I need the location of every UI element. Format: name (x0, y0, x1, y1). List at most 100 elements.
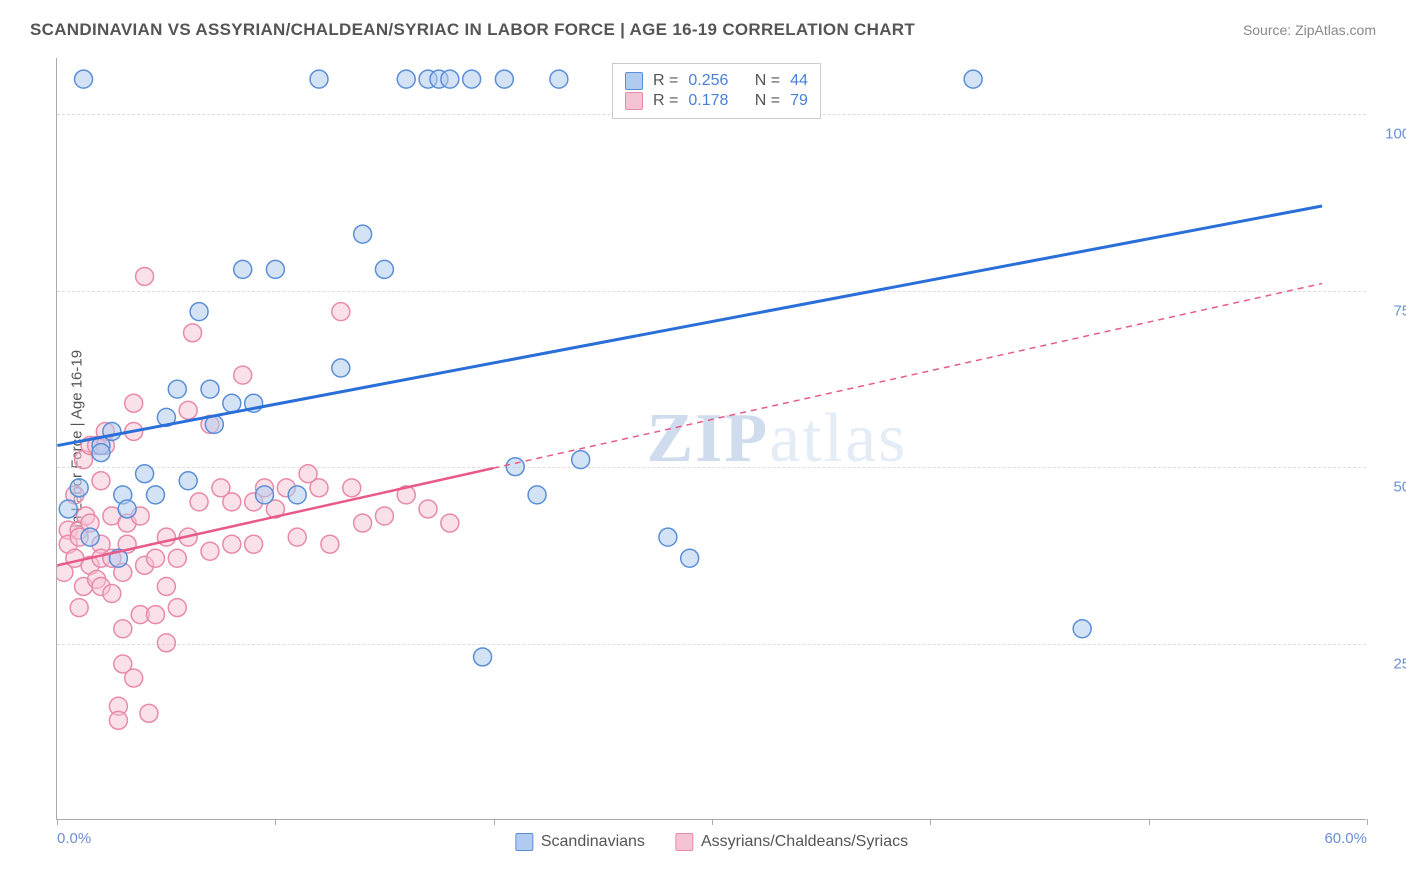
data-point (201, 542, 219, 560)
data-point (223, 394, 241, 412)
data-point (223, 493, 241, 511)
data-point (441, 70, 459, 88)
data-point (572, 451, 590, 469)
data-point (332, 303, 350, 321)
chart-svg (57, 58, 1366, 819)
data-point (125, 669, 143, 687)
bottom-legend-item: Assyrians/Chaldeans/Syriacs (675, 833, 908, 851)
data-point (70, 599, 88, 617)
data-point (441, 514, 459, 532)
data-point (75, 70, 93, 88)
stats-legend-row: R = 0.256 N = 44 (625, 72, 808, 90)
n-value: 44 (790, 72, 808, 90)
data-point (964, 70, 982, 88)
r-label: R = (653, 92, 678, 110)
data-point (223, 535, 241, 553)
plot-area: In Labor Force | Age 16-19 ZIPatlas 25.0… (56, 58, 1366, 820)
data-point (70, 479, 88, 497)
data-point (375, 507, 393, 525)
data-point (168, 549, 186, 567)
data-point (354, 225, 372, 243)
data-point (168, 599, 186, 617)
data-point (321, 535, 339, 553)
data-point (118, 500, 136, 518)
x-tick-label: 0.0% (57, 830, 91, 847)
data-point (92, 444, 110, 462)
data-point (354, 514, 372, 532)
r-value: 0.256 (688, 72, 740, 90)
trend-line (57, 206, 1322, 446)
data-point (234, 366, 252, 384)
r-value: 0.178 (688, 92, 740, 110)
data-point (103, 585, 121, 603)
data-point (474, 648, 492, 666)
data-point (140, 704, 158, 722)
data-point (419, 500, 437, 518)
chart-header: SCANDINAVIAN VS ASSYRIAN/CHALDEAN/SYRIAC… (30, 20, 1376, 40)
data-point (81, 528, 99, 546)
data-point (157, 577, 175, 595)
data-point (146, 486, 164, 504)
source-label: Source: ZipAtlas.com (1243, 22, 1376, 38)
data-point (59, 500, 77, 518)
y-tick-label: 100.0% (1374, 126, 1406, 143)
legend-swatch (515, 833, 533, 851)
data-point (136, 465, 154, 483)
x-tick-mark (930, 819, 931, 825)
r-label: R = (653, 72, 678, 90)
chart-title: SCANDINAVIAN VS ASSYRIAN/CHALDEAN/SYRIAC… (30, 20, 915, 40)
n-label: N = (750, 72, 780, 90)
data-point (256, 486, 274, 504)
data-point (136, 267, 154, 285)
bottom-legend-item: Scandinavians (515, 833, 645, 851)
data-point (190, 493, 208, 511)
legend-swatch (675, 833, 693, 851)
data-point (234, 260, 252, 278)
x-tick-label: 60.0% (1324, 830, 1367, 847)
data-point (1073, 620, 1091, 638)
stats-legend-row: R = 0.178 N = 79 (625, 92, 808, 110)
data-point (201, 380, 219, 398)
data-point (146, 549, 164, 567)
data-point (92, 472, 110, 490)
data-point (550, 70, 568, 88)
x-tick-mark (494, 819, 495, 825)
data-point (310, 479, 328, 497)
data-point (506, 458, 524, 476)
bottom-legend: Scandinavians Assyrians/Chaldeans/Syriacs (515, 833, 908, 851)
data-point (495, 70, 513, 88)
legend-label: Scandinavians (541, 833, 645, 851)
data-point (681, 549, 699, 567)
data-point (168, 380, 186, 398)
data-point (157, 634, 175, 652)
data-point (179, 472, 197, 490)
legend-swatch (625, 72, 643, 90)
n-label: N = (750, 92, 780, 110)
x-tick-mark (712, 819, 713, 825)
data-point (659, 528, 677, 546)
x-tick-mark (275, 819, 276, 825)
x-tick-mark (1149, 819, 1150, 825)
data-point (146, 606, 164, 624)
x-tick-mark (1367, 819, 1368, 825)
data-point (463, 70, 481, 88)
data-point (332, 359, 350, 377)
data-point (288, 486, 306, 504)
y-tick-label: 75.0% (1374, 302, 1406, 319)
data-point (528, 486, 546, 504)
data-point (125, 394, 143, 412)
trend-line-extrap (493, 283, 1322, 468)
data-point (109, 711, 127, 729)
n-value: 79 (790, 92, 808, 110)
legend-label: Assyrians/Chaldeans/Syriacs (701, 833, 908, 851)
data-point (375, 260, 393, 278)
y-tick-label: 25.0% (1374, 655, 1406, 672)
data-point (343, 479, 361, 497)
data-point (310, 70, 328, 88)
data-point (245, 535, 263, 553)
data-point (397, 70, 415, 88)
y-tick-label: 50.0% (1374, 479, 1406, 496)
data-point (190, 303, 208, 321)
stats-legend: R = 0.256 N = 44 R = 0.178 N = 79 (612, 63, 821, 119)
data-point (184, 324, 202, 342)
